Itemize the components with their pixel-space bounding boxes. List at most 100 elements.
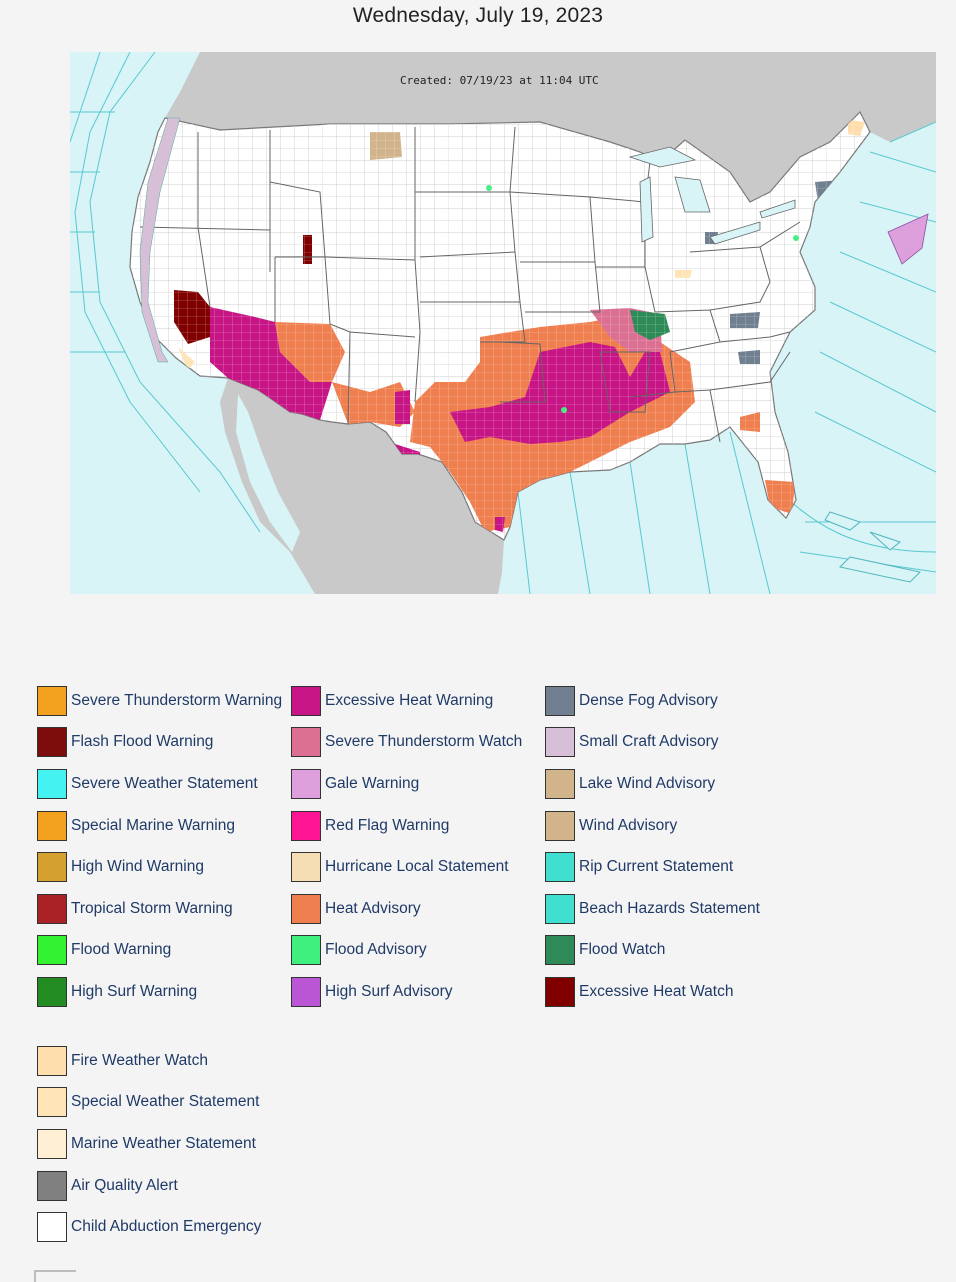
legend-item: Severe Weather Statement (37, 763, 297, 805)
gulf-of-california (236, 394, 300, 552)
legend-swatch (545, 893, 575, 924)
legend-item: Child Abduction Emergency (37, 1206, 297, 1248)
map-svg: Created: 07/19/23 at 11:04 UTC (70, 52, 936, 594)
legend-item: Small Craft Advisory (545, 722, 805, 764)
legend-label: Severe Thunderstorm Watch (325, 733, 523, 751)
legend-label: Hurricane Local Statement (325, 858, 509, 876)
legend-swatch (291, 768, 321, 799)
legend-swatch (37, 1087, 67, 1118)
legend-label: Small Craft Advisory (579, 733, 719, 751)
legend-item: Dense Fog Advisory (545, 680, 805, 722)
legend-swatch (545, 976, 575, 1007)
legend-swatch (37, 976, 67, 1007)
legend-swatch (291, 935, 321, 966)
legend-item: Marine Weather Statement (37, 1123, 297, 1165)
legend-swatch (545, 768, 575, 799)
legend-swatch (291, 810, 321, 841)
legend-label: Heat Advisory (325, 899, 421, 917)
great-lakes (628, 146, 796, 245)
legend-label: High Surf Warning (71, 982, 198, 1000)
legend-label: Rip Current Statement (579, 858, 734, 876)
legend-column-2: Excessive Heat Warning Severe Thundersto… (291, 680, 551, 1013)
legend-item: Red Flag Warning (291, 805, 551, 847)
legend-item: Wind Advisory (545, 805, 805, 847)
legend-label: Severe Thunderstorm Warning (71, 691, 283, 709)
legend-item: Excessive Heat Warning (291, 680, 551, 722)
legend-swatch (37, 768, 67, 799)
legend-item: Excessive Heat Watch (545, 971, 805, 1013)
legend-item: Rip Current Statement (545, 846, 805, 888)
legend-label: Severe Weather Statement (71, 774, 258, 792)
legend-label: Excessive Heat Watch (579, 982, 734, 1000)
legend-item: Severe Thunderstorm Warning (37, 680, 297, 722)
legend-label: Marine Weather Statement (71, 1134, 256, 1152)
legend-item: Special Weather Statement (37, 1082, 297, 1124)
legend-label: Fire Weather Watch (71, 1051, 208, 1069)
legend-column-3: Dense Fog Advisory Small Craft Advisory … (545, 680, 805, 1013)
legend-item: Flood Watch (545, 930, 805, 972)
legend-column-1: Severe Thunderstorm Warning Flash Flood … (37, 680, 297, 1013)
legend-swatch (37, 893, 67, 924)
legend-item: Heat Advisory (291, 888, 551, 930)
legend-item: High Surf Warning (37, 971, 297, 1013)
legend-label: Special Weather Statement (71, 1093, 260, 1111)
legend-item: High Wind Warning (37, 846, 297, 888)
legend-swatch (545, 685, 575, 716)
legend-label: Flash Flood Warning (71, 733, 214, 751)
legend-item: Lake Wind Advisory (545, 763, 805, 805)
legend-swatch (37, 1045, 67, 1076)
legend-swatch (545, 727, 575, 758)
legend-item: High Surf Advisory (291, 971, 551, 1013)
legend-item: Flood Warning (37, 930, 297, 972)
legend-label: Lake Wind Advisory (579, 774, 716, 792)
legend-column-4: Fire Weather Watch Special Weather State… (37, 1040, 297, 1248)
legend-label: Excessive Heat Warning (325, 691, 494, 709)
legend-label: Gale Warning (325, 774, 420, 792)
gale-warning-area (887, 213, 929, 265)
legend-label: Special Marine Warning (71, 816, 235, 834)
legend-swatch (37, 1212, 67, 1243)
legend-swatch (37, 935, 67, 966)
legend-swatch (37, 852, 67, 883)
legend-swatch (37, 727, 67, 758)
canada-land (165, 52, 936, 202)
legend-item: Gale Warning (291, 763, 551, 805)
legend-label: Tropical Storm Warning (71, 899, 233, 917)
legend-item: Air Quality Alert (37, 1165, 297, 1207)
legend-label: Air Quality Alert (71, 1176, 178, 1194)
legend-item: Severe Thunderstorm Watch (291, 722, 551, 764)
marine-zones (70, 52, 936, 594)
small-craft-advisory-area (139, 117, 181, 363)
legend-swatch (37, 810, 67, 841)
legend-swatch (291, 893, 321, 924)
weather-alert-map[interactable]: Created: 07/19/23 at 11:04 UTC (70, 52, 936, 594)
legend-item: Tropical Storm Warning (37, 888, 297, 930)
legend-swatch (291, 727, 321, 758)
legend-label: Beach Hazards Statement (579, 899, 760, 917)
legend-item: Beach Hazards Statement (545, 888, 805, 930)
legend-swatch (545, 810, 575, 841)
legend-swatch (291, 976, 321, 1007)
legend-swatch (545, 852, 575, 883)
legend-label: Child Abduction Emergency (71, 1218, 262, 1236)
legend-item: Fire Weather Watch (37, 1040, 297, 1082)
legend-swatch (545, 935, 575, 966)
page-title: Wednesday, July 19, 2023 (352, 4, 604, 27)
legend-swatch (37, 1128, 67, 1159)
legend-label: Flood Warning (71, 941, 172, 959)
legend-label: Dense Fog Advisory (579, 691, 718, 709)
legend-label: High Surf Advisory (325, 982, 453, 1000)
legend-swatch (291, 685, 321, 716)
legend-label: High Wind Warning (71, 858, 204, 876)
cropped-content-edge (34, 1270, 76, 1282)
legend-label: Flood Watch (579, 941, 666, 959)
legend-swatch (37, 1170, 67, 1201)
legend-item: Flood Advisory (291, 930, 551, 972)
legend-item: Special Marine Warning (37, 805, 297, 847)
legend-label: Wind Advisory (579, 816, 678, 834)
legend-label: Flood Advisory (325, 941, 427, 959)
caribbean-islands (824, 511, 922, 583)
legend-label: Red Flag Warning (325, 816, 450, 834)
legend-swatch (37, 685, 67, 716)
map-created-timestamp: Created: 07/19/23 at 11:04 UTC (400, 74, 599, 87)
